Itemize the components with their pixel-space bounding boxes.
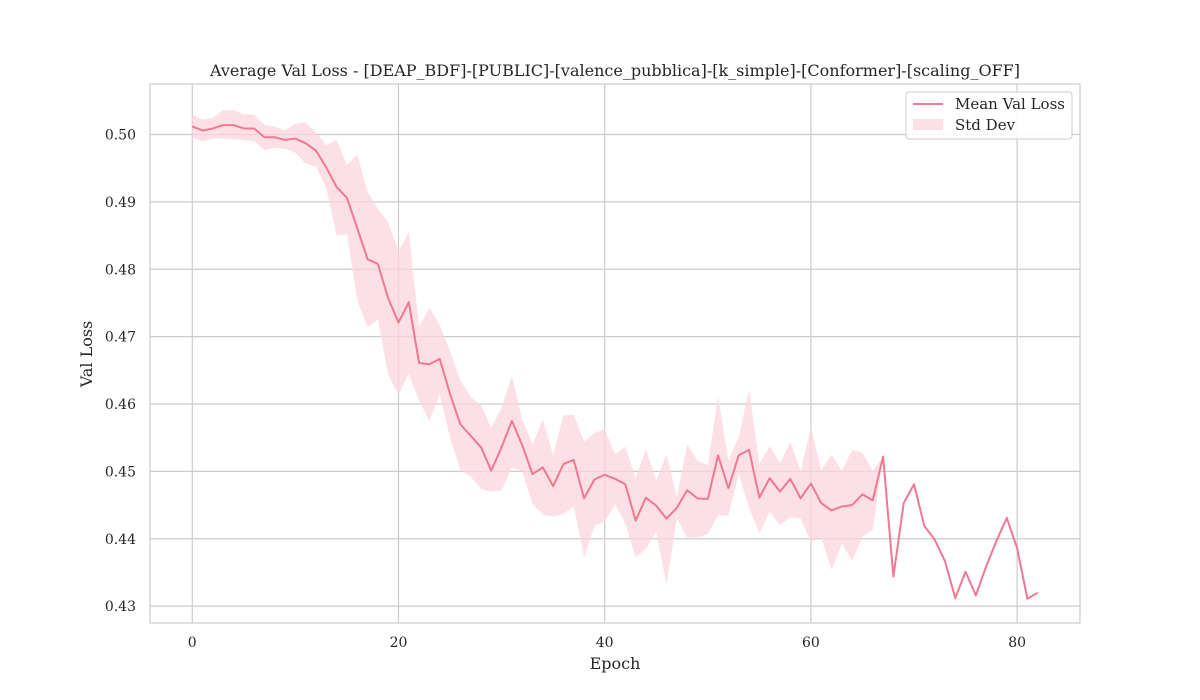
y-tick-label: 0.49 (105, 195, 136, 211)
legend: Mean Val Loss Std Dev (905, 91, 1073, 140)
x-axis-title: Epoch (590, 654, 641, 673)
x-tick-label: 80 (1008, 635, 1026, 651)
legend-std-dev-swatch (913, 119, 943, 130)
x-tick-label: 40 (596, 635, 614, 651)
y-tick-label: 0.43 (105, 599, 136, 615)
legend-box (905, 91, 1073, 140)
mean-line-layer (191, 124, 1039, 600)
plot-frame (149, 83, 1081, 624)
x-tick-label: 60 (802, 635, 820, 651)
y-tick-label: 0.47 (105, 330, 136, 346)
y-tick-label: 0.50 (105, 128, 136, 144)
x-tick-label: 0 (188, 635, 197, 651)
mean-val-loss-line (191, 124, 1039, 600)
x-tick-label: 20 (390, 635, 408, 651)
legend-mean-label: Mean Val Loss (955, 95, 1065, 113)
std-dev-band-layer (192, 110, 884, 585)
grid (150, 84, 1080, 623)
y-tick-label: 0.45 (105, 464, 136, 480)
y-axis-title: Val Loss (77, 321, 96, 389)
y-tick-labels: 0.43 0.44 0.45 0.46 0.47 0.48 0.49 0.50 (105, 128, 136, 616)
y-tick-label: 0.46 (105, 397, 136, 413)
y-tick-label: 0.44 (105, 532, 136, 548)
std-dev-band (192, 110, 884, 585)
chart-title: Average Val Loss - [DEAP_BDF]-[PUBLIC]-[… (209, 61, 1020, 80)
x-tick-labels: 0 20 40 60 80 (188, 635, 1026, 651)
legend-std-label: Std Dev (955, 116, 1016, 134)
y-tick-label: 0.48 (105, 262, 136, 278)
